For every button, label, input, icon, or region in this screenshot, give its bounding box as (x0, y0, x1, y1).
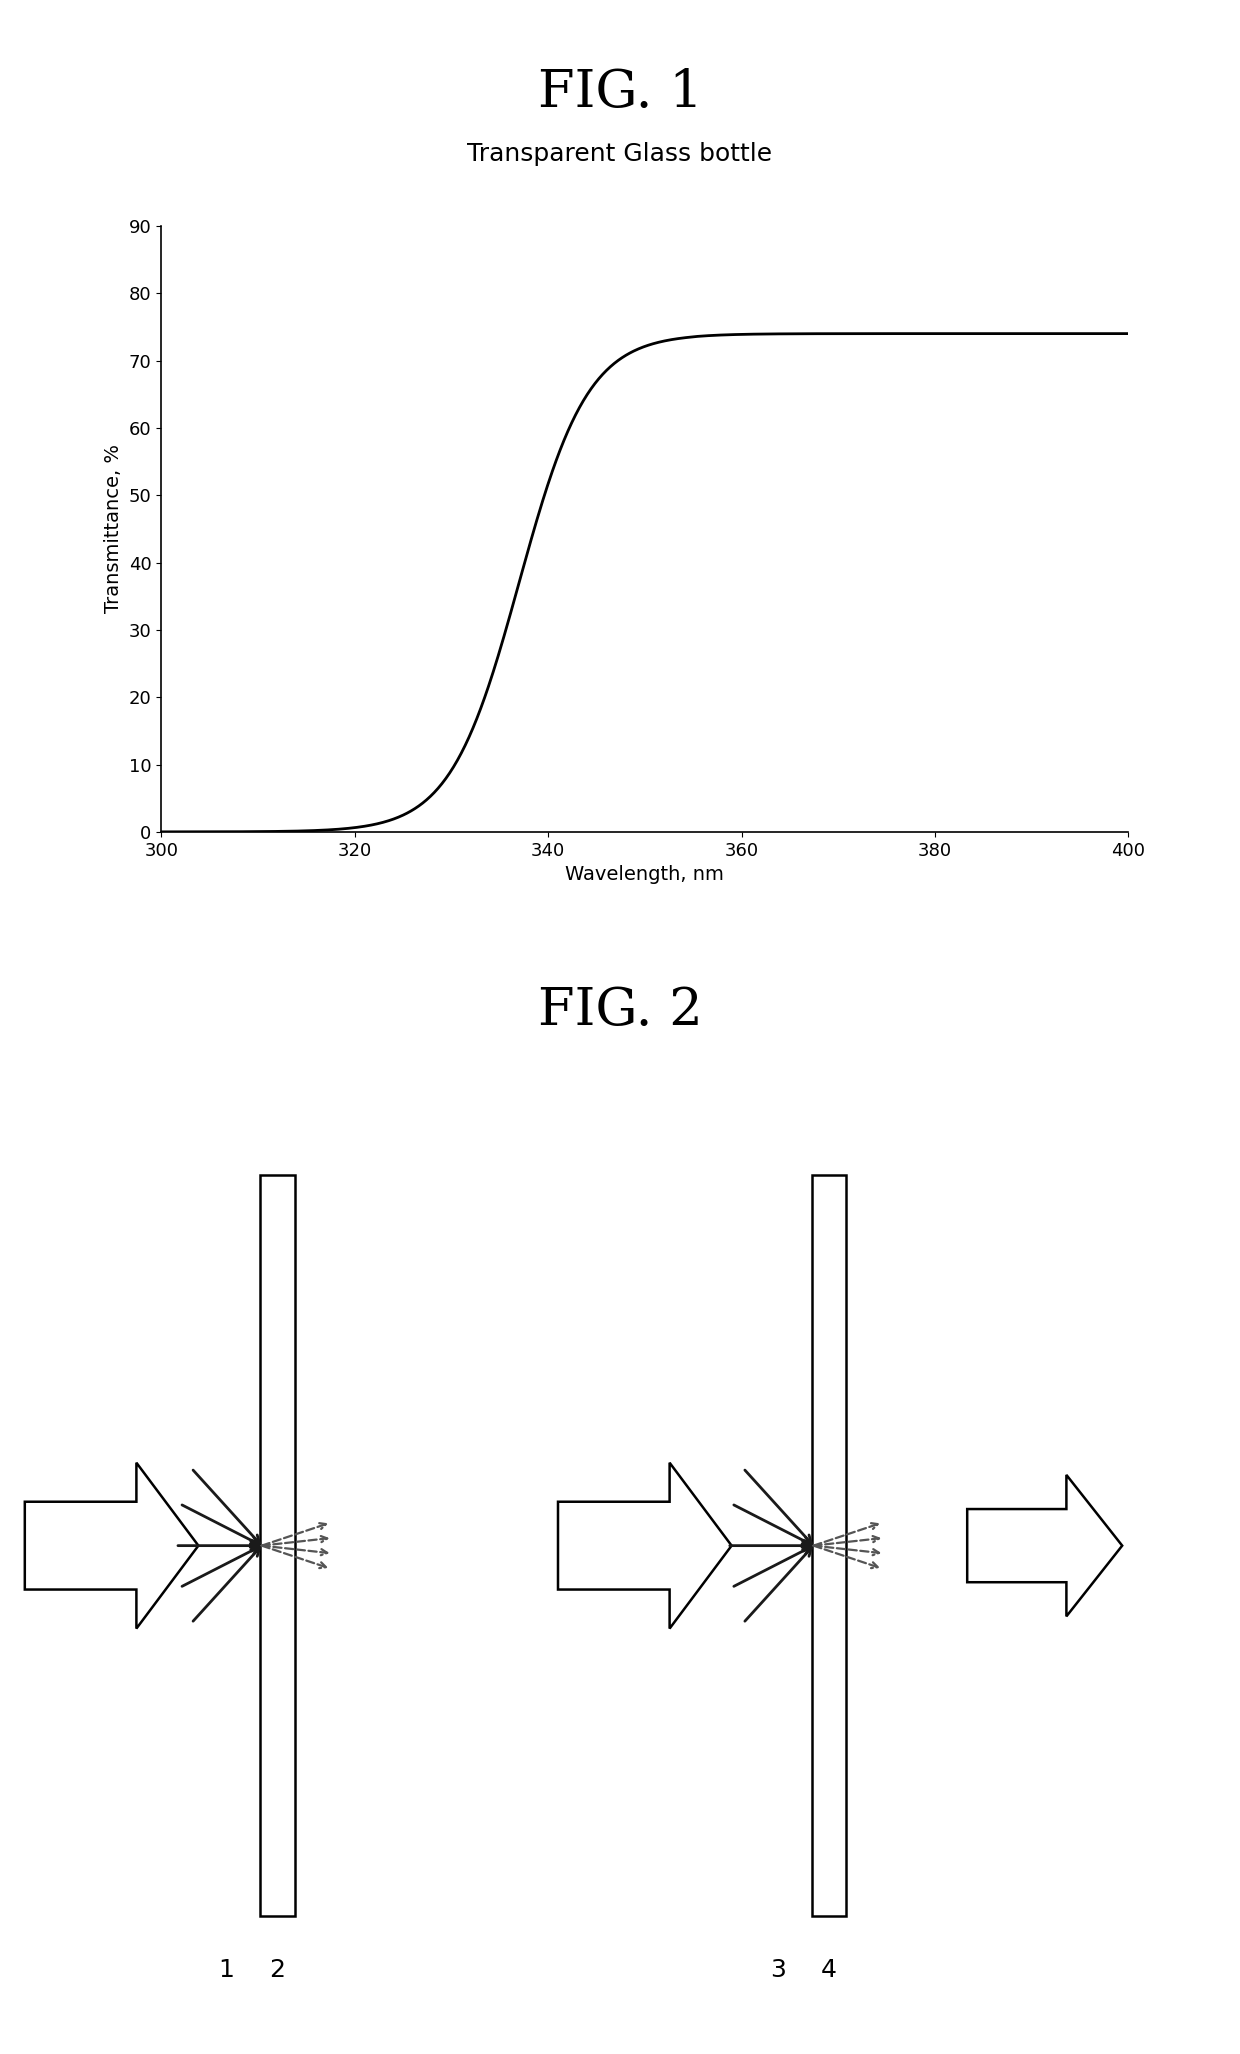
Text: 4: 4 (821, 1957, 837, 1982)
Text: FIG. 1: FIG. 1 (538, 68, 702, 117)
Bar (812, 1175, 846, 1916)
X-axis label: Wavelength, nm: Wavelength, nm (565, 865, 724, 883)
Text: FIG. 2: FIG. 2 (538, 986, 702, 1035)
Text: 1: 1 (218, 1957, 234, 1982)
Y-axis label: Transmittance, %: Transmittance, % (104, 444, 123, 614)
Polygon shape (967, 1475, 1122, 1616)
Text: 3: 3 (770, 1957, 786, 1982)
Polygon shape (25, 1462, 198, 1629)
Polygon shape (558, 1462, 732, 1629)
Text: 2: 2 (269, 1957, 285, 1982)
Text: Transparent Glass bottle: Transparent Glass bottle (467, 142, 773, 166)
Bar (260, 1175, 295, 1916)
